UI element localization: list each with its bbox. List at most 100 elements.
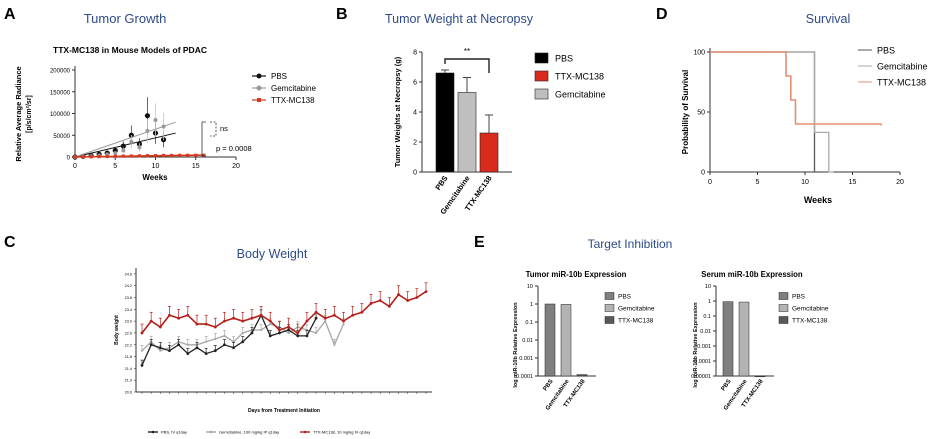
data-point — [153, 118, 158, 123]
data-point — [332, 313, 336, 317]
x-axis-label: Weeks — [804, 195, 832, 205]
data-point — [333, 343, 336, 346]
y-tick-label: 0.0001 — [694, 359, 711, 365]
data-point — [158, 346, 162, 350]
y-tick-label: 1 — [708, 299, 711, 305]
y-tick-label: 0 — [413, 170, 417, 177]
data-point — [232, 346, 236, 350]
data-point — [296, 331, 300, 335]
x-tick-label: 10 — [801, 179, 809, 186]
legend-swatch — [534, 70, 549, 82]
data-point — [121, 154, 125, 158]
censor-mark-icon: + — [879, 122, 883, 129]
ns-bracket — [210, 121, 217, 137]
series-line — [141, 319, 345, 352]
legend-label: Gemcitabine — [618, 306, 655, 313]
pvalue-label: p = 0.0008 — [216, 144, 252, 153]
y-tick-label: 10 — [705, 284, 711, 290]
series-line — [141, 313, 317, 366]
data-point — [269, 322, 272, 326]
data-point — [223, 334, 226, 338]
bar — [560, 304, 572, 377]
legend-marker — [209, 430, 213, 434]
panel-letter-b: B — [336, 6, 348, 23]
data-point — [287, 331, 290, 335]
data-point — [137, 154, 141, 158]
data-point — [186, 313, 190, 317]
panel-a-tumor-growth: Tumor Growth TTX-MC138 in Mouse Models of… — [14, 11, 316, 182]
bar — [754, 375, 766, 378]
x-tick-label: PBS — [721, 379, 733, 393]
panel-letter-c: C — [4, 234, 16, 251]
data-point — [213, 325, 217, 329]
y-tick-label: 1 — [530, 302, 533, 308]
y-tick-label: 0.001 — [519, 356, 533, 362]
data-point — [314, 310, 318, 314]
y-tick-label: 0 — [701, 170, 705, 177]
bar — [435, 72, 455, 173]
y-axis-label: log miR-10b Relative Expression — [693, 302, 699, 388]
data-point — [153, 154, 158, 158]
data-point — [121, 148, 126, 153]
data-point — [296, 334, 300, 338]
data-point — [415, 296, 419, 299]
subplot-title: Tumor miR-10b Expression — [526, 270, 627, 279]
y-tick-label: 6 — [413, 80, 417, 87]
x-tick-label: 15 — [192, 163, 200, 170]
data-point — [324, 320, 327, 323]
bar — [722, 301, 734, 377]
x-tick-label: 0 — [708, 179, 712, 186]
data-point — [140, 364, 144, 367]
y-tick-label: 4 — [413, 110, 417, 117]
data-point — [129, 154, 133, 158]
legend-marker — [151, 430, 155, 434]
significance-label: ** — [464, 47, 470, 56]
data-point — [232, 316, 236, 320]
legend-label: Gemcitabine — [792, 306, 829, 313]
x-tick-label: 5 — [756, 179, 760, 186]
data-point — [204, 352, 208, 356]
data-point — [360, 310, 364, 314]
y-tick-label: 21.0 — [125, 379, 132, 383]
legend-marker — [257, 98, 261, 102]
data-point — [149, 343, 153, 347]
legend-marker — [256, 85, 262, 91]
data-point — [159, 349, 162, 352]
data-point — [213, 349, 217, 353]
y-axis-units: [p/s/cm²/sr] — [26, 95, 33, 133]
data-point — [158, 325, 162, 329]
data-point — [314, 316, 318, 320]
data-point — [259, 328, 263, 332]
data-point — [161, 153, 166, 158]
data-point — [137, 145, 142, 150]
y-tick-label: 150000 — [50, 90, 71, 96]
y-tick-label: 0.0001 — [516, 374, 533, 380]
y-tick-label: 24.2 — [125, 284, 132, 288]
data-point — [305, 334, 309, 338]
data-point — [351, 313, 355, 317]
y-tick-label: 0 — [67, 156, 71, 162]
data-point — [140, 331, 144, 335]
panel-letter-d: D — [656, 6, 668, 23]
data-point — [342, 322, 345, 326]
y-axis-label: Probability of Survival — [681, 70, 690, 154]
legend-marker — [303, 430, 307, 434]
y-tick-label: 0.01 — [700, 329, 711, 335]
data-point — [105, 154, 109, 159]
legend-label: PBS — [271, 72, 287, 81]
data-point — [161, 124, 166, 129]
y-tick-label: 50000 — [53, 134, 70, 140]
y-axis-label: Relative Average Radiance — [14, 66, 23, 161]
data-point — [278, 328, 281, 332]
bar — [457, 92, 477, 173]
chart-title: Tumor Growth — [84, 11, 167, 26]
data-point — [81, 155, 85, 159]
data-point — [287, 328, 290, 332]
data-point — [120, 143, 126, 149]
y-tick-label: 100000 — [50, 112, 71, 118]
legend-label: PBS — [618, 294, 632, 301]
data-point — [177, 316, 181, 320]
y-tick-label: 0.001 — [697, 344, 711, 350]
bar — [576, 374, 588, 377]
data-point — [214, 337, 217, 340]
